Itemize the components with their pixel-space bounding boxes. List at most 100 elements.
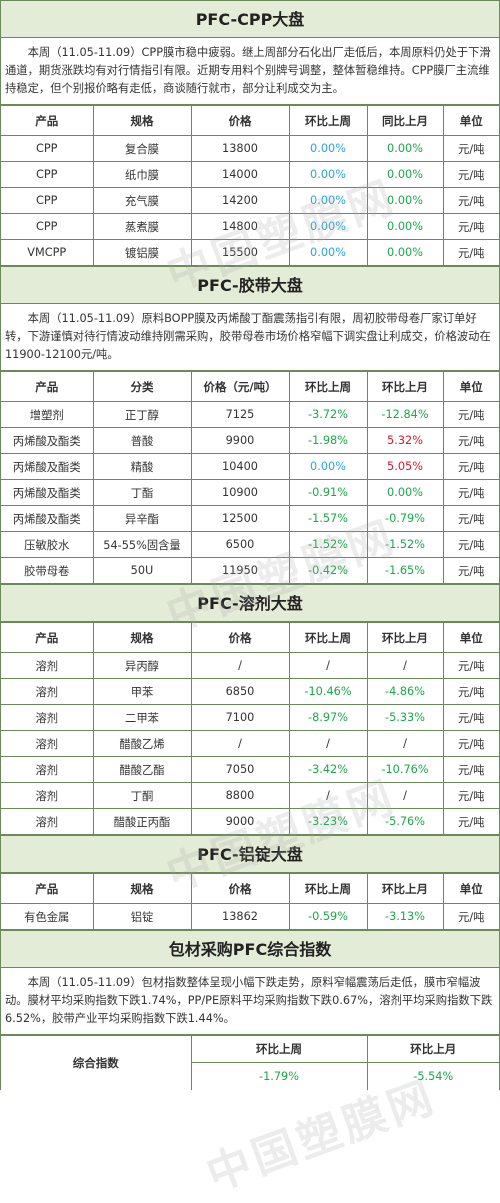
table-row: 丙烯酸及酯类 精酸 10400 0.00% 5.05% 元/吨 <box>1 453 499 480</box>
table-cell: 醋酸乙酯 <box>92 756 192 783</box>
table-cell: -0.59% <box>288 903 368 930</box>
table-cell: 0.00% <box>288 135 368 162</box>
cpp-col-header: 同比上月 <box>366 105 444 136</box>
table-cell: -1.52% <box>288 531 368 558</box>
table-cell: -3.42% <box>288 756 368 783</box>
ingot-table: 产品 规格 价格 环比上周 环比上月 单位 有色金属 铝锭 13862 -0.59% -3.13%… <box>1 873 499 930</box>
table-cell: 复合膜 <box>92 135 192 162</box>
solvent-section-title: PFC-溶剂大盘 <box>1 584 499 622</box>
table-cell: 溶剂 <box>1 782 94 809</box>
table-cell: 压敏胶水 <box>1 531 94 558</box>
table-cell: 镀铝膜 <box>92 239 192 266</box>
table-row: CPP 复合膜 13800 0.00% 0.00% 元/吨 <box>1 135 499 162</box>
table-cell: 元/吨 <box>442 652 499 679</box>
table-cell: -3.23% <box>288 808 368 835</box>
index-label: 综合指数 <box>1 1035 192 1090</box>
table-cell: -1.65% <box>366 557 444 584</box>
table-cell: 9900 <box>190 427 290 454</box>
table-cell: 元/吨 <box>442 401 499 428</box>
table-cell: -1.57% <box>288 505 368 532</box>
table-cell: 元/吨 <box>442 135 499 162</box>
table-cell: 6500 <box>190 531 290 558</box>
table-cell: 醋酸正丙酯 <box>92 808 192 835</box>
table-cell: 8800 <box>190 782 290 809</box>
table-cell: 异辛酯 <box>92 505 192 532</box>
table-cell: / <box>366 782 444 809</box>
table-row: 溶剂 丁酮 8800// 元/吨 <box>1 782 499 809</box>
cpp-table: 产品 规格 价格 环比上周 同比上月 单位 CPP 复合膜 13800 0.00% 0.00% 元/… <box>1 105 499 266</box>
cpp-col-header: 规格 <box>92 105 192 136</box>
table-cell: 异丙醇 <box>92 652 192 679</box>
ingot-header-row: 产品 规格 价格 环比上周 环比上月 单位 <box>1 873 499 904</box>
table-cell: 5.32% <box>366 427 444 454</box>
table-cell: -0.79% <box>366 505 444 532</box>
table-cell: 元/吨 <box>442 531 499 558</box>
ingot-section-title: PFC-铝锭大盘 <box>1 835 499 873</box>
table-cell: 元/吨 <box>442 730 499 757</box>
table-cell: 13862 <box>190 903 290 930</box>
table-cell: 普酸 <box>92 427 192 454</box>
table-cell: 元/吨 <box>442 479 499 506</box>
tape-intro: 本周（11.05-11.09）原料BOPP膜及丙烯酸丁酯震荡指引有限，周初胶带母… <box>1 304 499 371</box>
table-cell: 0.00% <box>288 213 368 240</box>
table-cell: 7050 <box>190 756 290 783</box>
ingot-col-header: 环比上周 <box>288 873 368 904</box>
table-cell: 11950 <box>190 557 290 584</box>
table-cell: CPP <box>1 187 94 214</box>
table-cell: 12500 <box>190 505 290 532</box>
tape-col-header: 环比上周 <box>288 371 368 402</box>
table-row: 溶剂 二甲苯 7100 -8.97% -5.33% 元/吨 <box>1 704 499 731</box>
table-row: 有色金属 铝锭 13862 -0.59% -3.13% 元/吨 <box>1 903 499 930</box>
table-cell: 元/吨 <box>442 756 499 783</box>
table-cell: 7125 <box>190 401 290 428</box>
ingot-col-header: 单位 <box>442 873 499 904</box>
table-cell: 元/吨 <box>442 808 499 835</box>
table-cell: 元/吨 <box>442 678 499 705</box>
solvent-table: 产品 规格 价格 环比上周 环比上月 单位 溶剂 异丙醇 / / / 元/吨 溶剂 甲苯 6850 -10.… <box>1 622 499 835</box>
table-cell: CPP <box>1 135 94 162</box>
table-row: 增塑剂 正丁醇 7125 -3.72% -12.84% 元/吨 <box>1 401 499 428</box>
tape-col-header: 产品 <box>1 371 94 402</box>
table-cell: / <box>366 652 444 679</box>
table-cell: 正丁醇 <box>92 401 192 428</box>
index-section-title: 包材采购PFC综合指数 <box>1 930 499 968</box>
solvent-col-header: 单位 <box>442 622 499 653</box>
table-cell: 0.00% <box>288 161 368 188</box>
table-row: 溶剂 醋酸乙酯 7050 -3.42% -10.76% 元/吨 <box>1 756 499 783</box>
table-cell: 丁酮 <box>92 782 192 809</box>
table-cell: 14800 <box>190 213 290 240</box>
table-cell: 元/吨 <box>442 557 499 584</box>
table-cell: -4.86% <box>366 678 444 705</box>
solvent-col-header: 价格 <box>190 622 290 653</box>
table-cell: 二甲苯 <box>92 704 192 731</box>
table-cell: 14200 <box>190 187 290 214</box>
table-cell: 元/吨 <box>442 187 499 214</box>
table-row: 丙烯酸及酯类 丁酯 10900 -0.91% 0.00% 元/吨 <box>1 479 499 506</box>
table-cell: 54-55%固含量 <box>92 531 192 558</box>
table-cell: -10.76% <box>366 756 444 783</box>
table-cell: -12.84% <box>366 401 444 428</box>
table-cell: 元/吨 <box>442 782 499 809</box>
solvent-col-header: 产品 <box>1 622 94 653</box>
table-cell: -5.76% <box>366 808 444 835</box>
table-cell: 7100 <box>190 704 290 731</box>
table-cell: -8.97% <box>288 704 368 731</box>
cpp-header-row: 产品 规格 价格 环比上周 同比上月 单位 <box>1 105 499 136</box>
table-cell: 5.05% <box>366 453 444 480</box>
ingot-col-header: 价格 <box>190 873 290 904</box>
table-row: 溶剂 醋酸正丙酯 9000 -3.23% -5.76% 元/吨 <box>1 808 499 835</box>
table-cell: 元/吨 <box>442 213 499 240</box>
table-cell: -3.72% <box>288 401 368 428</box>
table-cell: 溶剂 <box>1 652 94 679</box>
table-cell: 元/吨 <box>442 161 499 188</box>
table-cell: 10400 <box>190 453 290 480</box>
table-cell: 增塑剂 <box>1 401 94 428</box>
table-cell: 精酸 <box>92 453 192 480</box>
index-month-value: -5.54% <box>366 1062 499 1090</box>
table-cell: 0.00% <box>288 239 368 266</box>
index-week-value: -1.79% <box>191 1062 368 1090</box>
table-cell: CPP <box>1 213 94 240</box>
table-row: VMCPP 镀铝膜 15500 0.00% 0.00% 元/吨 <box>1 239 499 266</box>
table-cell: VMCPP <box>1 239 94 266</box>
table-row: 压敏胶水 54-55%固含量 6500 -1.52% -1.52% 元/吨 <box>1 531 499 558</box>
